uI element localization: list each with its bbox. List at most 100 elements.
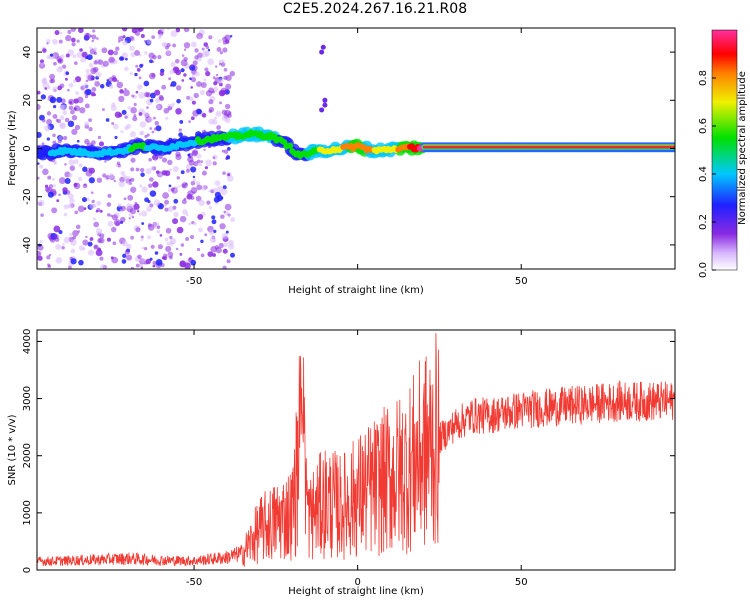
- spectrogram-cell: [149, 127, 153, 130]
- colorbar-ticks: 0.0 0.2 0.4 0.6 0.8: [698, 70, 716, 278]
- spectrogram-cell: [115, 46, 120, 51]
- spectrogram-cell: [207, 48, 211, 52]
- spectrogram-cell: [194, 71, 200, 77]
- spectrogram-cell: [71, 42, 76, 47]
- spectrogram-cell: [196, 108, 202, 115]
- spectrogram-cell: [92, 29, 96, 33]
- spectrogram-cell: [106, 213, 111, 217]
- spectrogram-cell: [205, 159, 212, 167]
- spectrogram-cell: [224, 117, 231, 124]
- spectrogram-cell: [164, 207, 169, 212]
- spectrogram-cell: [72, 235, 77, 240]
- spectrogram-cell: [74, 210, 79, 215]
- spectrogram-cell: [204, 233, 208, 237]
- spectrogram-cell: [118, 95, 125, 103]
- spectrogram-cell: [190, 187, 198, 194]
- spectrogram-cell: [71, 37, 76, 43]
- spectrogram-cell: [55, 256, 63, 264]
- spectrogram-cell: [63, 236, 71, 244]
- chart-title: C2E5.2024.267.16.21.R08: [282, 1, 468, 17]
- snr-y-tick-label: 3000: [22, 386, 33, 411]
- spectrogram-cell: [203, 42, 209, 47]
- spectrogram-cell: [158, 154, 163, 160]
- spectrogram-cell: [128, 179, 132, 183]
- spectrogram-cell: [230, 252, 235, 258]
- spectrogram-cell: [128, 217, 131, 220]
- spectrogram-cell: [96, 37, 99, 40]
- spectrogram-cell: [73, 61, 78, 65]
- spectrogram-cell: [207, 58, 215, 66]
- spectrogram-cell: [175, 69, 182, 76]
- spectrogram-cell: [196, 159, 201, 164]
- spectrogram-cell: [97, 59, 104, 65]
- spectrogram-cell: [81, 51, 88, 58]
- spectrogram-cell: [156, 225, 161, 229]
- spectrogram-cell: [88, 177, 95, 184]
- spectrogram-cell: [93, 47, 98, 52]
- spectrogram-cell: [226, 175, 234, 182]
- spectrogram-cell: [163, 107, 170, 114]
- spectrogram-cell: [83, 207, 87, 211]
- spectrogram-cell: [78, 28, 84, 34]
- colorbar-tick-label: 0.0: [698, 262, 709, 278]
- spectrogram-cell: [149, 59, 153, 64]
- spectrogram-cell: [216, 46, 222, 52]
- spectrogram-cell: [122, 40, 128, 46]
- spectrogram-cell: [62, 242, 65, 246]
- spectrogram-cell: [51, 207, 58, 214]
- spectrogram-cell: [222, 185, 227, 190]
- spectrogram-cell: [143, 247, 148, 251]
- spectrogram-cell: [135, 90, 139, 94]
- spectrogram-cell: [135, 227, 141, 233]
- spectrogram-cell: [181, 183, 186, 188]
- spectrogram-cell: [166, 242, 170, 246]
- spectrogram-cell: [58, 39, 63, 44]
- spectrogram-cell: [220, 62, 226, 67]
- spectrogram-cell: [223, 210, 226, 214]
- spectrogram-cell: [113, 50, 119, 56]
- spectrogram-cell: [179, 120, 184, 124]
- snr-x-label: Height of straight line (km): [288, 586, 424, 597]
- spectrogram-cell: [153, 116, 156, 120]
- spectrogram-cell: [147, 224, 155, 231]
- spectrogram-cell: [151, 130, 155, 134]
- spectrogram-cell: [161, 256, 165, 260]
- spectrogram-cell: [224, 109, 231, 117]
- spectrogram-cell: [119, 216, 126, 223]
- spectrogram-cell: [175, 154, 182, 161]
- spectrogram-cell: [190, 41, 197, 48]
- spectrogram-cell: [62, 135, 68, 141]
- spectrogram-cell: [113, 179, 117, 183]
- spectrogram-cell: [53, 61, 57, 66]
- spectrogram-cell: [194, 48, 199, 53]
- spectrogram-cell: [69, 165, 76, 171]
- spectrogram-cell: [59, 122, 66, 130]
- spectrogram-cell: [146, 39, 152, 45]
- spectrogram-cell: [219, 51, 224, 55]
- spectrogram-cell: [188, 96, 194, 102]
- spectrogram-cell: [149, 203, 154, 208]
- spectrogram-cell: [178, 185, 181, 188]
- spectrogram-cell: [190, 259, 197, 266]
- snr-y-tick-label: 4000: [22, 329, 33, 354]
- spectrogram-cell: [135, 263, 140, 268]
- spectrogram-cell: [200, 239, 204, 244]
- spectrogram-cell: [121, 109, 127, 115]
- spectrogram-cell: [68, 98, 75, 106]
- spectrogram-cell: [129, 182, 133, 185]
- spectrogram-cell: [122, 174, 127, 179]
- spectrogram-cell: [67, 88, 70, 92]
- spectrogram-cell: [105, 118, 110, 122]
- spectrogram-cell: [56, 199, 60, 203]
- spectrogram-cell: [37, 201, 40, 205]
- spectrogram-cell: [163, 204, 167, 207]
- spectrogram-cell: [121, 259, 127, 264]
- spectrogram-cell: [130, 106, 137, 114]
- spectrogram-cell: [158, 94, 164, 100]
- spectrogram-cell: [160, 28, 165, 33]
- spectrogram-cell: [102, 60, 109, 67]
- spectrogram-cell: [133, 203, 140, 210]
- spectrogram-cell: [68, 265, 72, 269]
- spectrogram-cell: [196, 153, 202, 159]
- spectrogram-cell: [77, 230, 81, 233]
